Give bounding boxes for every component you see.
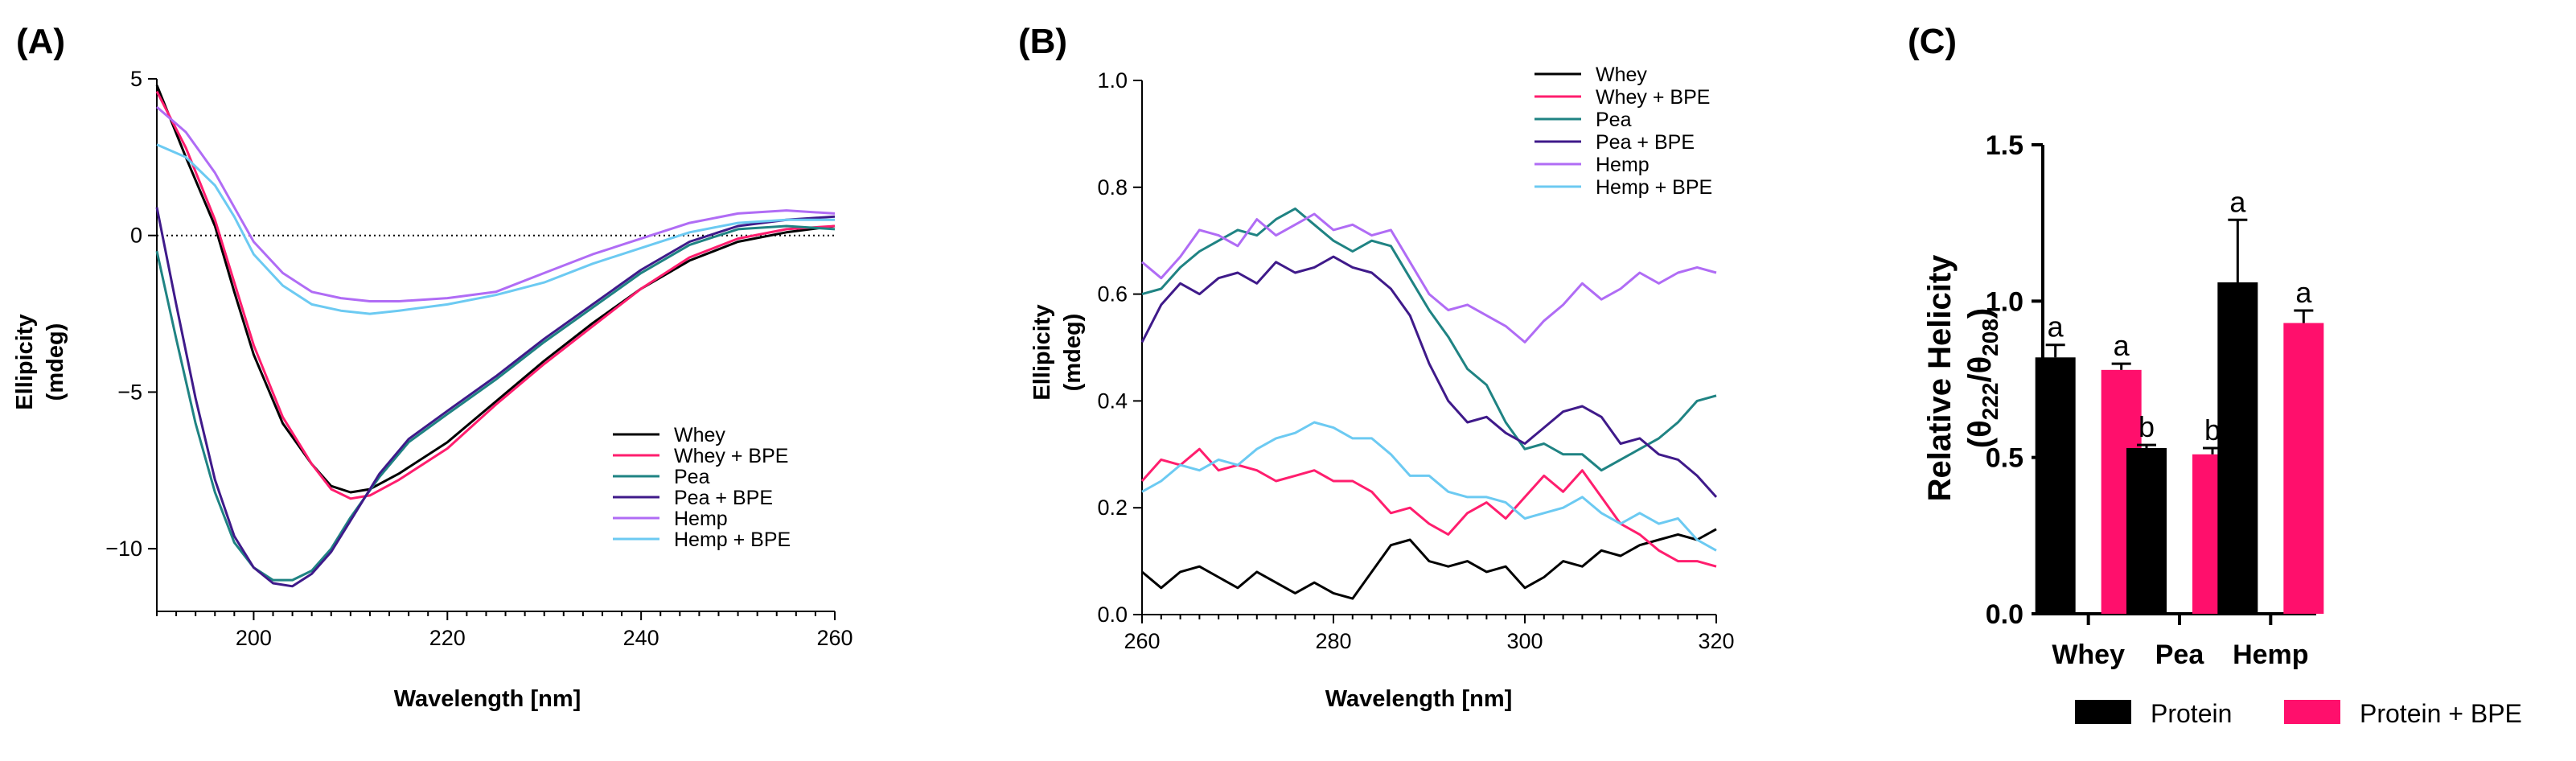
panel-b-ytick-label: 0.6 bbox=[1097, 282, 1128, 306]
panel-c-significance-letter: a bbox=[2295, 276, 2312, 309]
panel-c: (C) Relative Helicity (θ222/θ208) 0.0 0.5… bbox=[1908, 22, 2522, 728]
panel-c-category-label: Whey bbox=[2052, 640, 2125, 670]
panel-a-ylabel-line1: Ellipicity bbox=[12, 314, 38, 409]
panel-b-series-line-3 bbox=[1141, 207, 1717, 472]
panel-c-significance-letter: a bbox=[2229, 185, 2246, 218]
panel-b-legend-label: Whey bbox=[1596, 64, 1647, 86]
panel-c-ylabel: Relative Helicity bbox=[1922, 254, 1958, 502]
panel-b-ytick-label: 0.0 bbox=[1097, 603, 1128, 627]
panel-c-legend-label: Protein + BPE bbox=[2360, 699, 2522, 728]
panel-a-xtick-label: 200 bbox=[236, 626, 272, 650]
panel-c-significance-letter: a bbox=[2048, 311, 2064, 343]
panel-b-ytick-label: 0.8 bbox=[1097, 175, 1128, 200]
panel-b-xtick-label: 260 bbox=[1124, 629, 1160, 653]
panel-a-xlabel: Wavelength [nm] bbox=[394, 686, 581, 712]
panel-b-ylabel-line1: Ellipicity bbox=[1029, 304, 1055, 400]
panel-b-ylabel-line2: (mdeg) bbox=[1060, 314, 1086, 392]
panel-c-legend-swatch bbox=[2075, 700, 2131, 724]
panel-c-category-label: Pea bbox=[2155, 640, 2205, 670]
panel-c-ytick-label: 1.0 bbox=[1986, 286, 2023, 317]
panel-c-legend-swatch bbox=[2284, 700, 2340, 724]
panel-b-xtick-label: 320 bbox=[1698, 629, 1734, 653]
panel-b-series-line-4 bbox=[1140, 255, 1718, 498]
panel-b-legend-label: Whey + BPE bbox=[1596, 86, 1710, 109]
panel-c-bar bbox=[2217, 282, 2258, 614]
panel-a-ytick-label: 0 bbox=[130, 224, 142, 248]
panel-a-xtick-label: 240 bbox=[623, 626, 659, 650]
panel-b-xlabel: Wavelength [nm] bbox=[1325, 686, 1513, 712]
panel-c-bar bbox=[2035, 357, 2076, 614]
panel-a-series-line-1 bbox=[155, 84, 836, 494]
panel-c-bar bbox=[2126, 448, 2167, 614]
panel-a-ytick-label: −5 bbox=[117, 380, 142, 404]
panel-b-series-line-2 bbox=[1140, 447, 1717, 568]
panel-b-series-line-5 bbox=[1141, 212, 1717, 343]
panel-a-legend-label: Pea bbox=[674, 466, 710, 488]
panel-c-ytick-label: 0.5 bbox=[1986, 443, 2023, 474]
panel-a-legend-label: Whey + BPE bbox=[674, 445, 788, 467]
panel-c-label: (C) bbox=[1908, 22, 1957, 61]
panel-c-category-label: Hemp bbox=[2233, 640, 2308, 670]
panel-b-legend-label: Pea + BPE bbox=[1596, 131, 1695, 154]
panel-c-ylabel-sub: (θ222/θ208) bbox=[1962, 308, 2003, 448]
panel-c-significance-letter: a bbox=[2114, 329, 2130, 362]
panel-a-ytick-label: 5 bbox=[130, 67, 142, 91]
panel-b-series-line-1 bbox=[1141, 528, 1717, 600]
panel-b-xtick-label: 280 bbox=[1315, 629, 1351, 653]
panel-b-legend-label: Pea bbox=[1596, 109, 1632, 131]
panel-b-series-line-6 bbox=[1141, 421, 1717, 552]
panel-a: (A) Ellipicity (mdeg) Wavelength [nm] −1… bbox=[12, 22, 853, 712]
panel-a-ylabel-line2: (mdeg) bbox=[43, 323, 68, 401]
panel-a-xtick-label: 260 bbox=[816, 626, 853, 650]
panel-a-legend-label: Whey bbox=[674, 424, 725, 446]
panel-a-series-line-6 bbox=[156, 143, 835, 315]
panel-a-legend-label: Pea + BPE bbox=[674, 487, 773, 509]
panel-c-ytick-label: 1.5 bbox=[1986, 130, 2023, 161]
panel-b: (B) Ellipicity (mdeg) Wavelength [nm] 0.… bbox=[1018, 22, 1735, 712]
panel-a-series-line-5 bbox=[156, 105, 836, 302]
panel-c-legend-label: Protein bbox=[2151, 699, 2232, 728]
panel-a-xtick-label: 220 bbox=[429, 626, 466, 650]
panel-b-legend-label: Hemp bbox=[1596, 154, 1650, 176]
panel-b-legend-label: Hemp + BPE bbox=[1596, 176, 1712, 199]
panel-c-bar bbox=[2283, 323, 2324, 614]
panel-b-label: (B) bbox=[1018, 22, 1067, 61]
panel-b-ytick-label: 0.2 bbox=[1097, 496, 1128, 520]
panel-a-series-line-4 bbox=[155, 207, 836, 588]
panel-c-ytick-label: 0.0 bbox=[1986, 599, 2023, 630]
panel-a-ytick-label: −10 bbox=[105, 537, 142, 561]
panel-b-ytick-label: 0.4 bbox=[1097, 389, 1128, 413]
panel-a-series-line-2 bbox=[155, 90, 836, 500]
panel-b-ytick-label: 1.0 bbox=[1097, 68, 1128, 93]
panel-c-significance-letter: b bbox=[2204, 413, 2221, 446]
panel-a-label: (A) bbox=[16, 22, 65, 61]
panel-b-xtick-label: 300 bbox=[1506, 629, 1543, 653]
panel-a-legend-label: Hemp bbox=[674, 508, 728, 530]
panel-c-significance-letter: b bbox=[2138, 410, 2155, 443]
panel-a-legend-label: Hemp + BPE bbox=[674, 529, 791, 551]
